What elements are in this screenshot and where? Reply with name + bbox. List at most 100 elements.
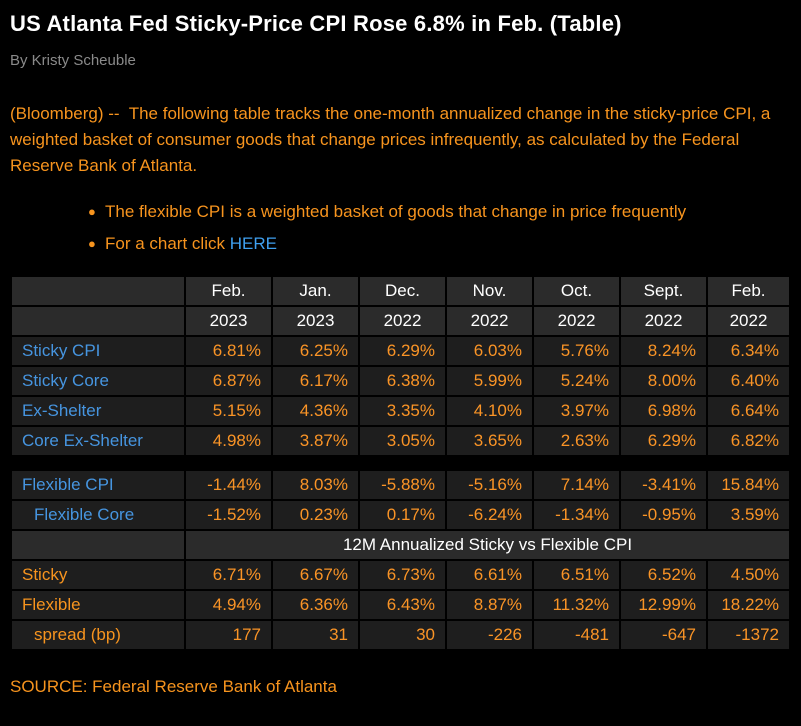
value-cell: -647 [619, 619, 708, 651]
year-header-row-cell: 2022 [358, 305, 447, 337]
cpi-table: Feb. Jan. Dec. Nov. Oct. Sept. Feb. 2023 2023 202… [10, 275, 791, 651]
value-cell: -5.16% [445, 469, 534, 501]
spacer-row [10, 455, 791, 471]
value-cell: 8.87% [445, 589, 534, 621]
section-banner-cell: 12M Annualized Sticky vs Flexible CPI [184, 529, 791, 561]
table-row: Sticky CPI 6.81% 6.25% 6.29% 6.03% 5.76% 8.24%… [10, 335, 791, 367]
row-label: Flexible CPI [10, 469, 186, 501]
spacer-cell [10, 455, 791, 471]
value-cell: 6.71% [184, 559, 273, 591]
value-cell: -0.95% [619, 499, 708, 531]
chart-here-link[interactable]: HERE [229, 234, 277, 253]
value-cell: 31 [271, 619, 360, 651]
value-cell: -481 [532, 619, 621, 651]
table-row: Flexible CPI -1.44% 8.03% -5.88% -5.16% 7.14%… [10, 469, 791, 501]
bullet-item-chart-link: ● For a chart click HERE [88, 231, 695, 257]
value-cell: -1.52% [184, 499, 273, 531]
value-cell: 6.36% [271, 589, 360, 621]
year-header-row-cell: 2023 [271, 305, 360, 337]
table-row: Core Ex-Shelter 4.98% 3.87% 3.05% 3.65% 2.63%… [10, 425, 791, 457]
month-header-row-cell: Nov. [445, 275, 534, 307]
year-header-row-cell: 2022 [445, 305, 534, 337]
value-cell: 5.15% [184, 395, 273, 427]
row-label: Sticky Core [10, 365, 186, 397]
month-header-row-cell: Oct. [532, 275, 621, 307]
month-header-row-cell: Feb. [706, 275, 791, 307]
value-cell: 3.65% [445, 425, 534, 457]
table-row: Sticky 6.71% 6.67% 6.73% 6.61% 6.51% 6.52% 4.50… [10, 559, 791, 591]
month-header-row-cell: Jan. [271, 275, 360, 307]
value-cell: 8.24% [619, 335, 708, 367]
value-cell: 2.63% [532, 425, 621, 457]
value-cell: 177 [184, 619, 273, 651]
value-cell: -1.34% [532, 499, 621, 531]
value-cell: 8.00% [619, 365, 708, 397]
value-cell: 5.24% [532, 365, 621, 397]
year-header-row-cell: 2023 [184, 305, 273, 337]
value-cell: 6.43% [358, 589, 447, 621]
month-header-row-cell [10, 275, 186, 307]
source-line: SOURCE: Federal Reserve Bank of Atlanta [10, 677, 337, 696]
table-row: Ex-Shelter 5.15% 4.36% 3.35% 4.10% 3.97% 6.98%… [10, 395, 791, 427]
value-cell: -1.44% [184, 469, 273, 501]
value-cell: 18.22% [706, 589, 791, 621]
value-cell: -226 [445, 619, 534, 651]
year-header-row: 2023 2023 2022 2022 2022 2022 2022 [10, 305, 791, 337]
row-label: Sticky [10, 559, 186, 591]
value-cell: -1372 [706, 619, 791, 651]
bullet-text: For a chart click [105, 234, 230, 253]
value-cell: 4.50% [706, 559, 791, 591]
value-cell: 6.61% [445, 559, 534, 591]
month-header-row-cell: Dec. [358, 275, 447, 307]
value-cell: 6.17% [271, 365, 360, 397]
value-cell: -5.88% [358, 469, 447, 501]
table-row: spread (bp) 177 31 30 -226 -481 -647 -1372 [10, 619, 791, 651]
value-cell: 6.87% [184, 365, 273, 397]
value-cell: 3.35% [358, 395, 447, 427]
table-row: Flexible 4.94% 6.36% 6.43% 8.87% 11.32% 12.99%… [10, 589, 791, 621]
value-cell: 3.97% [532, 395, 621, 427]
value-cell: 6.82% [706, 425, 791, 457]
bullet-icon: ● [88, 204, 96, 219]
value-cell: 12.99% [619, 589, 708, 621]
value-cell: 3.87% [271, 425, 360, 457]
value-cell: 4.94% [184, 589, 273, 621]
article-lead-paragraph: (Bloomberg) -- The following table track… [10, 104, 776, 175]
bullet-item-flexible-cpi: ● The flexible CPI is a weighted basket … [88, 199, 695, 225]
year-header-row-cell: 2022 [706, 305, 791, 337]
row-label: Flexible Core [10, 499, 186, 531]
value-cell: -3.41% [619, 469, 708, 501]
value-cell: 4.36% [271, 395, 360, 427]
value-cell: 4.10% [445, 395, 534, 427]
value-cell: 6.38% [358, 365, 447, 397]
value-cell: 0.23% [271, 499, 360, 531]
row-label: Core Ex-Shelter [10, 425, 186, 457]
value-cell: 6.98% [619, 395, 708, 427]
month-header-row-cell: Sept. [619, 275, 708, 307]
value-cell: 30 [358, 619, 447, 651]
article-byline: By Kristy Scheuble [10, 52, 136, 69]
value-cell: 5.76% [532, 335, 621, 367]
value-cell: 0.17% [358, 499, 447, 531]
row-label: Sticky CPI [10, 335, 186, 367]
year-header-row-cell [10, 305, 186, 337]
value-cell: 4.98% [184, 425, 273, 457]
table-row: Sticky Core 6.87% 6.17% 6.38% 5.99% 5.24% 8.00… [10, 365, 791, 397]
value-cell: 6.81% [184, 335, 273, 367]
bullet-text: The flexible CPI is a weighted basket of… [105, 202, 687, 221]
value-cell: 7.14% [532, 469, 621, 501]
month-header-row: Feb. Jan. Dec. Nov. Oct. Sept. Feb. [10, 275, 791, 307]
year-header-row-cell: 2022 [619, 305, 708, 337]
value-cell: 15.84% [706, 469, 791, 501]
bullet-icon: ● [88, 236, 96, 251]
cpi-table-header: Feb. Jan. Dec. Nov. Oct. Sept. Feb. 2023 2023 202… [10, 275, 791, 337]
value-cell: 6.03% [445, 335, 534, 367]
value-cell: 3.59% [706, 499, 791, 531]
row-label: Flexible [10, 589, 186, 621]
value-cell: -6.24% [445, 499, 534, 531]
month-header-row-cell: Feb. [184, 275, 273, 307]
value-cell: 6.52% [619, 559, 708, 591]
row-label: spread (bp) [10, 619, 186, 651]
value-cell: 6.25% [271, 335, 360, 367]
